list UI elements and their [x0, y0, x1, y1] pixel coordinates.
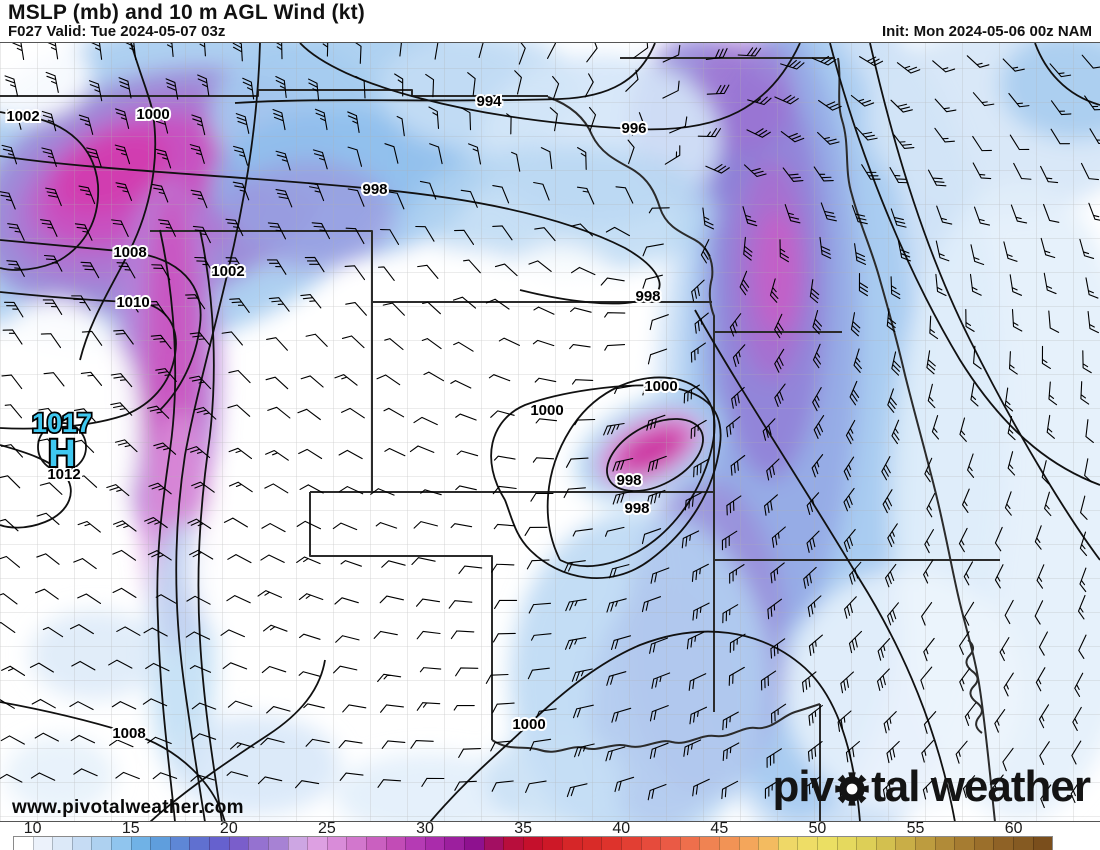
colorbar-cell	[816, 837, 837, 850]
colorbar-cell	[346, 837, 366, 850]
colorbar-cell	[209, 837, 229, 850]
svg-text:998: 998	[635, 288, 660, 305]
svg-text:1000: 1000	[512, 716, 545, 733]
colorbar-tick: 30	[416, 820, 434, 837]
colorbar-cell	[365, 837, 386, 850]
svg-text:1008: 1008	[112, 725, 145, 742]
weather-map[interactable]: 1002 1000 998 994 996 1008 1002 1010 998 1000 1000…	[0, 42, 1100, 822]
colorbar-cell	[228, 837, 249, 850]
colorbar-cell	[895, 837, 916, 850]
colorbar-cell	[307, 837, 327, 850]
wind-speed-colorbar: 10 15 20 25 30 35 40 45 50 55 60	[0, 820, 1100, 850]
colorbar-cell	[91, 837, 112, 850]
colorbar-cell	[777, 837, 798, 850]
colorbar-cell	[738, 837, 759, 850]
colorbar-cell	[718, 837, 739, 850]
svg-text:H: H	[48, 433, 75, 475]
svg-text:994: 994	[476, 93, 502, 110]
colorbar-cell	[14, 837, 33, 850]
colorbar-cell	[405, 837, 425, 850]
colorbar-cell	[169, 837, 190, 850]
colorbar-cell	[503, 837, 523, 850]
colorbar-cell	[1013, 837, 1033, 850]
svg-text:1000: 1000	[530, 402, 563, 419]
colorbar-cell	[581, 837, 602, 850]
colorbar-cell	[915, 837, 935, 850]
watermark: www.pivotalweather.com	[12, 797, 244, 818]
colorbar-cell	[954, 837, 974, 850]
colorbar-tick: 20	[219, 820, 238, 837]
colorbar-cell	[797, 837, 817, 850]
colorbar-cell	[542, 837, 563, 850]
colorbar-tick: 40	[612, 820, 631, 837]
colorbar-cell	[189, 837, 210, 850]
colorbar-tick: 45	[710, 820, 729, 837]
colorbar-cell	[111, 837, 131, 850]
colorbar-cell	[934, 837, 955, 850]
colorbar-cell	[32, 837, 53, 850]
svg-text:1002: 1002	[211, 263, 244, 280]
colorbar-cell	[856, 837, 876, 850]
colorbar-cell	[640, 837, 661, 850]
colorbar-cell	[130, 837, 151, 850]
svg-text:1012: 1012	[47, 466, 80, 483]
colorbar-cell	[522, 837, 543, 850]
colorbar-cell	[385, 837, 406, 850]
colorbar-cell	[267, 837, 288, 850]
colorbar-cell	[71, 837, 92, 850]
colorbar-cell	[836, 837, 857, 850]
gear-icon	[834, 771, 870, 807]
colorbar-cell	[326, 837, 347, 850]
map-header: MSLP (mb) and 10 m AGL Wind (kt) F027 Va…	[0, 0, 1100, 42]
svg-text:996: 996	[621, 120, 646, 137]
svg-text:1010: 1010	[116, 294, 149, 311]
svg-text:1002: 1002	[6, 108, 39, 125]
colorbar-cell	[875, 837, 896, 850]
colorbar-cell	[1032, 837, 1053, 850]
colorbar-cell	[464, 837, 484, 850]
map-title: MSLP (mb) and 10 m AGL Wind (kt)	[8, 1, 366, 24]
svg-text:998: 998	[616, 472, 641, 489]
colorbar-tick: 60	[1004, 820, 1023, 837]
colorbar-cell	[620, 837, 641, 850]
colorbar-cell	[287, 837, 308, 850]
colorbar-cell	[758, 837, 778, 850]
colorbar-tick: 55	[906, 820, 925, 837]
colorbar-cell	[444, 837, 465, 850]
colorbar-cell	[248, 837, 268, 850]
colorbar-cell	[993, 837, 1014, 850]
colorbar-tick: 10	[23, 820, 42, 837]
colorbar-cell	[973, 837, 994, 850]
colorbar-tick: 25	[318, 820, 336, 837]
init-time-label: Init: Mon 2024-05-06 00z NAM	[881, 23, 1092, 40]
svg-text:1008: 1008	[113, 244, 146, 261]
colorbar-cell	[150, 837, 170, 850]
colorbar-cell	[601, 837, 621, 850]
colorbar-cell	[679, 837, 700, 850]
colorbar-tick: 50	[808, 820, 827, 837]
colorbar-tick-labels: 10 15 20 25 30 35 40 45 50 55 60	[0, 820, 1100, 837]
colorbar-cell	[424, 837, 445, 850]
valid-time-label: F027 Valid: Tue 2024-05-07 03z	[8, 23, 226, 40]
colorbar-cell	[483, 837, 504, 850]
colorbar-tick: 15	[121, 820, 140, 837]
svg-text:998: 998	[624, 500, 649, 517]
colorbar-cell	[52, 837, 72, 850]
svg-text:1000: 1000	[644, 378, 677, 395]
pivotal-weather-logo: piv tal weather	[772, 762, 1091, 811]
logo-text-pre: piv	[772, 762, 835, 811]
colorbar-cells	[13, 836, 1054, 850]
svg-text:1017: 1017	[32, 408, 92, 438]
colorbar-tick: 35	[514, 820, 533, 837]
logo-text-post: tal weather	[871, 762, 1091, 811]
colorbar-cell	[699, 837, 719, 850]
colorbar-cell	[660, 837, 680, 850]
colorbar-cell	[562, 837, 582, 850]
svg-text:1000: 1000	[136, 106, 169, 123]
svg-text:998: 998	[362, 181, 387, 198]
map-canvas: 1002 1000 998 994 996 1008 1002 1010 998 1000 1000…	[0, 43, 1100, 821]
